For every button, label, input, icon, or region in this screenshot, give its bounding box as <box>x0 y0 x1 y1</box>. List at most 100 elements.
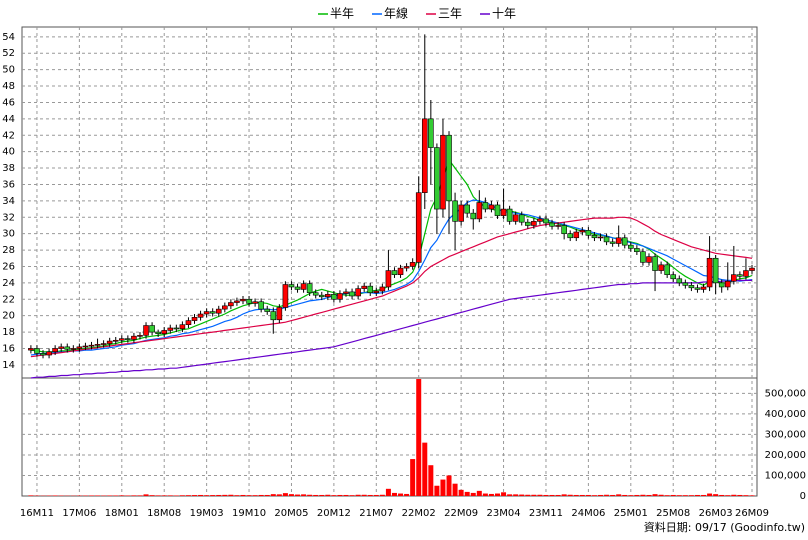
candle-body <box>500 208 507 216</box>
volume-bar <box>507 494 513 496</box>
y-tick-label: 20 <box>2 311 15 322</box>
footnote: 資料日期: 09/17 (Goodinfo.tw) <box>644 520 805 534</box>
volume-bar <box>628 495 634 496</box>
volume-bar <box>525 494 531 496</box>
candle-body <box>621 237 628 246</box>
y-tick-label: 34 <box>2 196 15 207</box>
volume-bar <box>676 495 682 496</box>
volume-bar <box>604 494 610 496</box>
candle-body <box>682 282 689 286</box>
candle-body <box>688 285 695 289</box>
candle-body <box>318 294 325 298</box>
volume-bar <box>434 485 440 496</box>
y-tick-label: 42 <box>2 130 15 141</box>
candle-body <box>215 308 222 314</box>
candle-body <box>700 286 707 290</box>
volume-bar <box>555 494 561 496</box>
volume-bar <box>301 494 307 496</box>
candle-body <box>270 311 277 321</box>
candle-body <box>403 266 410 269</box>
candle-body <box>131 335 137 340</box>
candle-body <box>712 257 719 284</box>
volume-bar <box>119 495 125 496</box>
volume-bar <box>598 494 604 496</box>
candle-body <box>106 340 113 344</box>
candle-body <box>518 214 525 223</box>
volume-bar <box>531 494 537 496</box>
candle-body <box>446 134 452 202</box>
candle-body <box>355 288 361 297</box>
candle-body <box>325 294 331 298</box>
volume-bar <box>349 495 355 496</box>
y-tick-label: 36 <box>2 179 15 190</box>
volume-bar <box>373 494 379 496</box>
volume-bar <box>143 494 149 496</box>
y2-tick-label: 0 <box>800 491 806 502</box>
volume-bar <box>192 495 198 496</box>
candle-body <box>749 267 755 271</box>
candle-body <box>94 344 101 346</box>
candle-body <box>494 204 501 216</box>
volume-bar <box>258 494 264 496</box>
candle-body <box>609 241 616 244</box>
volume-bar <box>185 495 191 496</box>
x-tick-label: 25M08 <box>656 508 690 519</box>
legend: 半年 年線 三年 十年 <box>318 6 516 21</box>
candle-body <box>76 346 83 349</box>
candle-body <box>452 200 458 222</box>
volume-bar <box>652 494 658 496</box>
y-tick-label: 18 <box>2 327 15 338</box>
volume-bar <box>488 493 494 496</box>
candle-body <box>543 218 549 224</box>
candle-body <box>28 348 34 351</box>
volume-bar <box>579 494 585 496</box>
volume-bar <box>343 494 349 496</box>
candle-body <box>597 236 604 239</box>
candle-body <box>167 327 174 331</box>
candle-body <box>40 353 46 356</box>
volume-bar <box>379 494 385 496</box>
volume-bar <box>331 495 337 496</box>
ma-line <box>30 158 753 353</box>
candle-body <box>646 256 652 263</box>
candle-body <box>549 222 555 227</box>
candle-body <box>694 287 701 290</box>
candle-body <box>658 264 664 271</box>
candle-body <box>228 302 234 307</box>
x-tick-label: 16M11 <box>20 508 54 519</box>
y-tick-label: 30 <box>2 229 15 240</box>
y2-tick-label: 300,000 <box>765 429 806 440</box>
candle-body <box>234 300 240 303</box>
x-tick-label: 18M01 <box>105 508 139 519</box>
volume-bar <box>398 493 404 496</box>
candle-body <box>615 237 622 244</box>
volume-bar <box>567 494 573 496</box>
volume-bar <box>664 495 670 496</box>
volume-bar <box>210 495 216 496</box>
volume-bar <box>234 495 240 496</box>
x-tick-label: 22M09 <box>444 508 478 519</box>
volume-bar <box>361 494 367 496</box>
volume-bar <box>367 494 373 496</box>
candle-body <box>476 202 483 220</box>
candle-body <box>264 308 271 312</box>
y-tick-label: 52 <box>2 48 15 59</box>
candle-body <box>379 286 386 292</box>
candle-body <box>603 236 610 243</box>
volume-bar <box>179 495 185 496</box>
x-tick-label: 22M02 <box>402 508 436 519</box>
volume-bar <box>743 495 749 496</box>
candle-body <box>70 348 77 350</box>
volume-bar <box>240 494 246 496</box>
volume-bar <box>482 493 488 496</box>
volume-bar <box>313 494 319 496</box>
y-tick-label: 22 <box>2 294 15 305</box>
candle-body <box>118 338 125 341</box>
volume-bar <box>446 475 452 496</box>
volume-bar <box>222 494 228 496</box>
legend-label: 三年 <box>438 7 462 21</box>
candle-body <box>149 325 155 333</box>
volume-bar <box>161 495 167 496</box>
volume-bar <box>307 494 313 496</box>
candle-body <box>258 301 264 310</box>
